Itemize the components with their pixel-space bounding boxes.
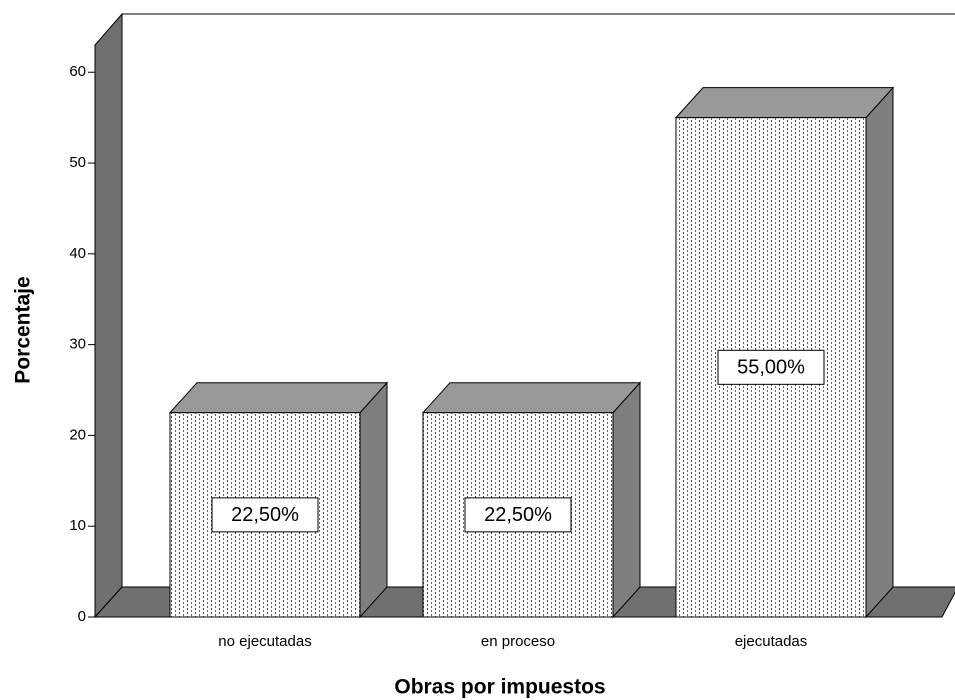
y-tick-label: 30 [69,336,86,353]
bar-top [421,382,642,414]
value-label: 22,50% [484,504,552,526]
y-tick-label: 20 [69,426,86,443]
bar-top [674,87,895,119]
left-wall [94,12,123,619]
y-tick-label: 10 [69,517,86,534]
x-tick-label: ejecutadas [735,633,808,650]
y-axis-title: Porcentaje [12,276,35,383]
bar-top [168,382,389,414]
y-tick-label: 0 [78,608,86,625]
x-tick-label: en proceso [481,633,555,650]
bar-side [612,381,641,619]
value-label: 22,50% [231,504,299,526]
bar-side [865,86,894,619]
y-tick-label: 40 [69,245,86,262]
value-label: 55,00% [737,357,805,379]
value-label-box [717,349,825,385]
y-tick-label: 60 [69,63,86,80]
x-axis-title: Obras por impuestos [394,676,605,699]
bar-side [359,381,388,619]
value-label-box [464,497,572,533]
value-label-box [211,497,319,533]
x-tick-label: no ejecutadas [218,633,311,650]
y-tick-label: 50 [69,154,86,171]
